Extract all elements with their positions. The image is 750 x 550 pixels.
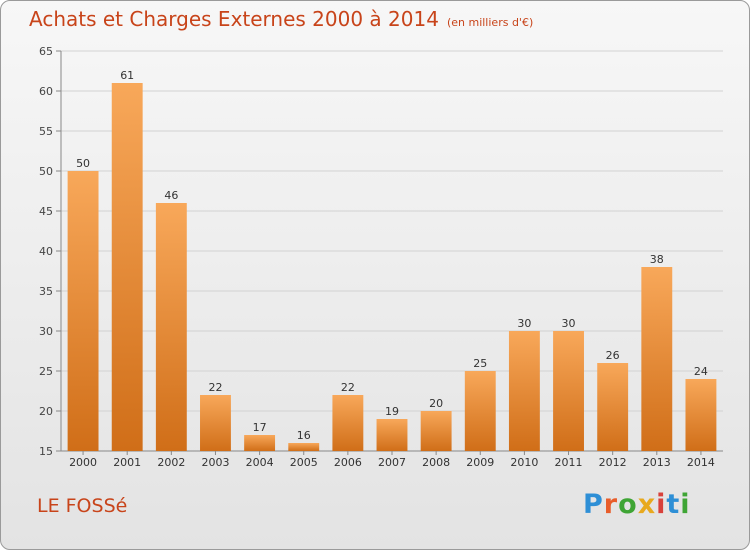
logo-letter: x (637, 489, 657, 520)
x-tick-label: 2002 (157, 456, 185, 469)
chart-unit-label: (en milliers d'€) (446, 16, 534, 29)
y-tick-label: 20 (39, 405, 53, 418)
data-label: 19 (385, 405, 399, 418)
bar (155, 203, 187, 451)
bar (200, 395, 231, 451)
data-label: 16 (297, 429, 311, 442)
x-tick-label: 2004 (246, 456, 274, 469)
logo-letter: o (618, 489, 638, 520)
y-tick-label: 50 (39, 165, 53, 178)
proxiti-logo: Proxiti (583, 489, 691, 520)
data-label: 46 (164, 189, 178, 202)
y-tick-label: 25 (39, 365, 53, 378)
y-tick-label: 45 (39, 205, 53, 218)
logo-letter: i (656, 489, 667, 520)
y-tick-label: 55 (39, 125, 53, 138)
data-label: 17 (253, 421, 267, 434)
data-label: 22 (208, 381, 222, 394)
bar (641, 267, 673, 451)
x-tick-label: 2000 (69, 456, 97, 469)
labels: 15 20 25 30 35 40 45 50 55 60 65 50 2000 61 2001 46 2002… (39, 45, 715, 469)
logo-letter: t (666, 489, 681, 520)
logo-letter: r (603, 489, 619, 520)
bar (420, 411, 452, 451)
x-tick-label: 2008 (422, 456, 450, 469)
y-tick-label: 40 (39, 245, 53, 258)
x-tick-label: 2001 (113, 456, 141, 469)
bar (244, 435, 276, 451)
x-tick-label: 2005 (290, 456, 318, 469)
data-label: 25 (473, 357, 487, 370)
bar (597, 363, 629, 451)
data-label: 24 (694, 365, 708, 378)
data-label: 20 (429, 397, 443, 410)
logo-letter: i (680, 489, 691, 520)
bar (111, 83, 143, 451)
data-label: 50 (76, 157, 90, 170)
data-label: 30 (562, 317, 576, 330)
data-label: 22 (341, 381, 355, 394)
bar (67, 171, 99, 451)
y-tick-label: 35 (39, 285, 53, 298)
x-tick-label: 2012 (599, 456, 627, 469)
data-label: 61 (120, 69, 134, 82)
bar (685, 379, 717, 451)
chart-title: Achats et Charges Externes 2000 à 2014 (29, 7, 439, 31)
bar (553, 331, 584, 451)
y-tick-label: 60 (39, 85, 53, 98)
bar (288, 443, 320, 451)
y-tick-label: 30 (39, 325, 53, 338)
data-label: 26 (606, 349, 620, 362)
x-tick-label: 2003 (201, 456, 229, 469)
bar (508, 331, 540, 451)
bars (67, 83, 717, 451)
data-label: 38 (650, 253, 664, 266)
x-tick-label: 2010 (510, 456, 538, 469)
x-tick-label: 2013 (643, 456, 671, 469)
y-tick-label: 15 (39, 445, 53, 458)
y-tick-label: 65 (39, 45, 53, 58)
x-tick-label: 2006 (334, 456, 362, 469)
x-tick-label: 2009 (466, 456, 494, 469)
place-name: LE FOSSé (37, 495, 128, 517)
x-tick-label: 2007 (378, 456, 406, 469)
x-tick-label: 2011 (555, 456, 583, 469)
x-tick-label: 2014 (687, 456, 715, 469)
bar (376, 419, 408, 451)
bar (464, 371, 496, 451)
data-label: 30 (517, 317, 531, 330)
logo-letter: P (583, 489, 604, 520)
chart-title-block: Achats et Charges Externes 2000 à 2014 (e… (29, 7, 533, 31)
bar (332, 395, 364, 451)
